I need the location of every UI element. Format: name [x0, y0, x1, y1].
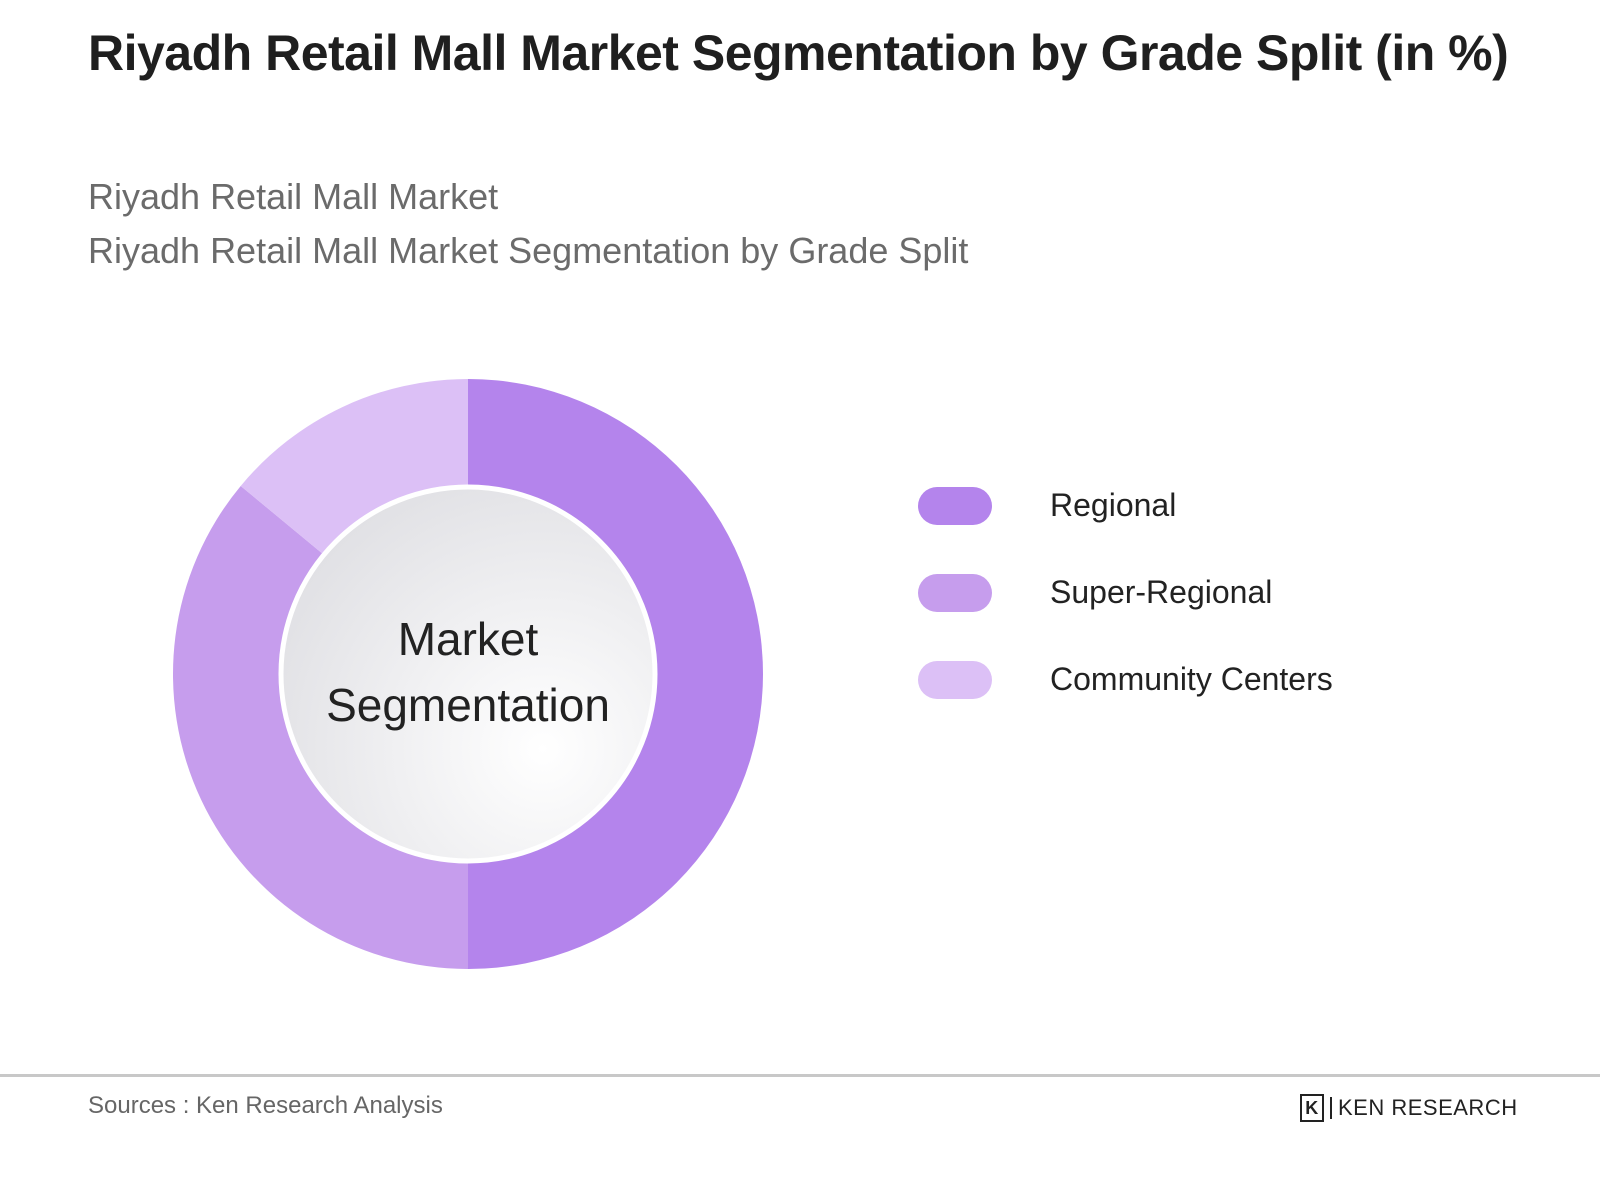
page-title: Riyadh Retail Mall Market Segmentation b…	[88, 25, 1509, 81]
legend: Regional Super-Regional Community Center…	[918, 462, 1333, 723]
footer-divider	[0, 1074, 1600, 1077]
donut-center	[278, 484, 658, 864]
legend-swatch	[918, 660, 992, 699]
center-label: Market Segmentation	[268, 606, 668, 738]
center-label-line-1: Market	[397, 613, 539, 665]
logo-text: KEN RESEARCH	[1338, 1095, 1518, 1120]
legend-item-community-centers[interactable]: Community Centers	[918, 636, 1333, 723]
legend-label: Community Centers	[1050, 661, 1333, 697]
legend-item-super-regional[interactable]: Super-Regional	[918, 549, 1333, 636]
subtitle-segmentation: Riyadh Retail Mall Market Segmentation b…	[88, 230, 969, 271]
legend-swatch	[918, 573, 992, 612]
logo-mark-icon: K	[1300, 1094, 1324, 1122]
ken-research-logo: K KEN RESEARCH	[1300, 1094, 1518, 1122]
source-note: Sources : Ken Research Analysis	[88, 1092, 443, 1119]
legend-label: Super-Regional	[1050, 574, 1273, 610]
legend-item-regional[interactable]: Regional	[918, 462, 1333, 549]
subtitle-market: Riyadh Retail Mall Market	[88, 176, 499, 217]
legend-label: Regional	[1050, 487, 1177, 523]
legend-swatch	[918, 486, 992, 525]
logo-divider	[1330, 1097, 1332, 1119]
center-label-line-2: Segmentation	[326, 679, 610, 731]
